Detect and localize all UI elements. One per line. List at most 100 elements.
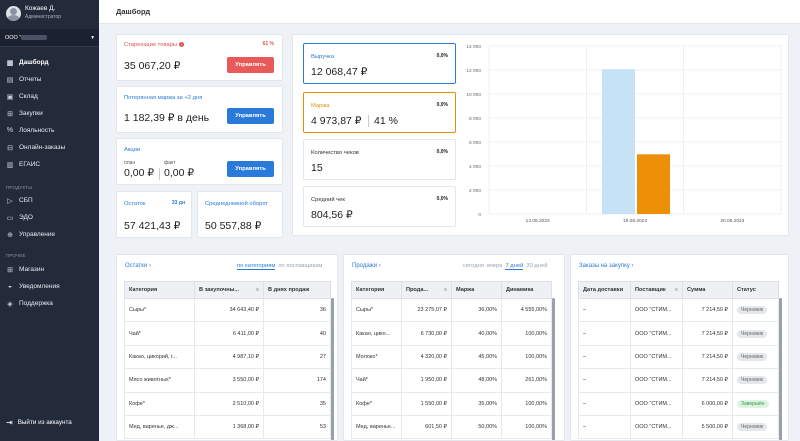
user-role: Администратор (25, 14, 62, 20)
products-nav: ▷ СБП ▭ ЭДО ⊕ Управление (0, 192, 99, 243)
nav-item-shop[interactable]: ⊞ Магазин (0, 261, 99, 278)
column-header[interactable]: Маржа (451, 281, 502, 299)
table-row[interactable]: Какао, цикорий, г... 4 987,10 ₽27 (124, 344, 331, 370)
chart-bar[interactable] (602, 69, 635, 214)
user-profile[interactable]: Кожаев Д. Администратор (6, 5, 61, 21)
nav-item-edo[interactable]: ▭ ЭДО (0, 209, 99, 226)
promo-manage-button[interactable]: Управлять (227, 161, 274, 177)
table-cell: 1 550,00 ₽ (401, 391, 452, 416)
tab-period-3[interactable]: 30 дней (526, 263, 548, 269)
tab-period-1[interactable]: вчера (486, 263, 503, 269)
table-row[interactable]: – ООО "СТИМ... 7 214,50 ₽ Черновик (578, 321, 779, 346)
column-header[interactable]: В закупочны... ≡ (194, 281, 264, 299)
table-row[interactable]: Кофе* 1 550,00 ₽35,00% 100,00% (351, 391, 552, 416)
table-cell: Мед, варенье, дж... (124, 414, 195, 440)
table-row[interactable]: Сыры* 23 275,07 ₽36,00% 4 555,00% (351, 297, 552, 323)
column-header[interactable]: Поставщик ≡ (630, 281, 683, 299)
table-row[interactable]: – ООО "СТИМ... 7 214,50 ₽ Черновик (578, 344, 779, 370)
table-cell: 23 275,07 ₽ (401, 297, 452, 323)
table-row[interactable]: – ООО "СТИМ... 7 214,50 ₽ Черновик (578, 297, 779, 323)
table-row[interactable]: Кофе* 2 510,00 ₽35 (124, 391, 331, 416)
lost-margin-title: Потерянная маржа за +2 дня (124, 95, 203, 101)
column-header[interactable]: Прода... ≡ (401, 281, 452, 299)
nav-item-warehouse[interactable]: ▣ Склад (0, 88, 99, 105)
nav-item-support[interactable]: ◈ Поддержка (0, 295, 99, 312)
org-selector[interactable]: ООО " ▾ (0, 29, 99, 47)
nav-item-cart[interactable]: ⊞ Закупки (0, 105, 99, 122)
org-name: ООО " (5, 34, 22, 41)
table-cell: 27 (263, 344, 331, 370)
y-tick-label: 6 000 (469, 140, 481, 146)
kpi-card-3[interactable]: Средний чек 0,0% 804,56 ₽ (303, 186, 456, 227)
nav-item-label: Управление (19, 231, 56, 238)
table-row[interactable]: – ООО "СТИМ... 5 500,00 ₽ Черновик (578, 414, 779, 440)
tab-period-2[interactable]: 7 дней (505, 263, 524, 270)
orders-panel-title[interactable]: Заказы на закупку › (579, 263, 634, 269)
table-cell: ООО "СТИМ... (630, 344, 683, 370)
logout-button[interactable]: ⇥ Выйти из аккаунта (6, 418, 72, 427)
tab-by-category[interactable]: по категориям (237, 263, 276, 270)
column-header[interactable]: Сумма (682, 281, 733, 299)
kpi-card-2[interactable]: Количество чеков 0,0% 15 (303, 139, 456, 180)
table-cell: Черновик (732, 297, 779, 323)
table-row[interactable]: Мясо животных* 3 550,00 ₽174 (124, 368, 331, 393)
info-icon: ! (178, 42, 184, 47)
column-header[interactable]: Статус (732, 281, 779, 299)
aging-manage-button[interactable]: Управлять (227, 57, 274, 73)
table-cell: 40 (263, 321, 331, 346)
report-icon: ▤ (6, 76, 14, 84)
orders-table-scrollbar[interactable] (779, 298, 782, 440)
nav-item-bell[interactable]: ◒ Уведомления (0, 278, 99, 295)
lost-margin-manage-button[interactable]: Управлять (227, 108, 274, 124)
column-header[interactable]: В днях продаж (263, 281, 331, 299)
nav-item-egais[interactable]: ▥ ЕГАИС (0, 156, 99, 173)
nav-item-online-orders[interactable]: ⊟ Онлайн-заказы (0, 139, 99, 156)
table-row[interactable]: Сыры* 34 643,40 ₽36 (124, 297, 331, 323)
table-row[interactable]: Чай* 6 411,00 ₽40 (124, 321, 331, 346)
column-header[interactable]: Динамика (501, 281, 552, 299)
status-badge: Черновик (737, 306, 768, 315)
nav-item-report[interactable]: ▤ Отчеты (0, 71, 99, 88)
tab-by-supplier[interactable]: по поставщикам (278, 263, 323, 269)
nav-item-percent[interactable]: % Лояльность (0, 122, 99, 139)
table-row[interactable]: – ООО "СТИМ... 7 214,50 ₽ Черновик (578, 368, 779, 393)
table-row[interactable]: Чай* 1 950,00 ₽48,00% 261,00% (351, 368, 552, 393)
column-header[interactable]: Дата доставки (578, 281, 631, 299)
table-cell: 35,00% (451, 391, 502, 416)
table-cell: Черновик (732, 414, 779, 440)
table-row[interactable]: Молоко* 4 320,00 ₽45,00% 100,00% (351, 344, 552, 370)
lost-margin-card: Потерянная маржа за +2 дня 1 182,39 ₽ в … (116, 86, 283, 133)
filter-icon[interactable]: ≡ (443, 287, 447, 293)
sidebar: Кожаев Д. Администратор ООО " ▾ ▦ Дашборд… (0, 0, 99, 441)
table-cell: Мед, варенье... (351, 414, 402, 440)
support-icon: ◈ (7, 300, 13, 308)
table-cell: – (578, 368, 631, 393)
kpi-card-0[interactable]: Выручка 0,0% 12 068,47 ₽ (303, 43, 456, 84)
stock-panel: Остатки › по категориям по поставщикам Ка… (116, 254, 338, 441)
sales-table-scrollbar[interactable] (552, 298, 555, 440)
stock-table-scrollbar[interactable] (331, 298, 334, 440)
table-cell: Мясо животных* (124, 368, 195, 393)
table-cell: 36,00% (451, 297, 502, 323)
chart-bar[interactable] (637, 154, 670, 214)
table-cell: ООО "СТИМ... (630, 297, 683, 323)
filter-icon[interactable]: ≡ (674, 287, 678, 293)
other-nav: ⊞ Магазин ◒ Уведомления ◈ Поддержка (0, 261, 99, 312)
table-row[interactable]: Какао, цико... 6 730,00 ₽40,00% 100,00% (351, 321, 552, 346)
table-row[interactable]: Мед, варенье... 601,50 ₽50,00% 100,00% (351, 414, 552, 440)
y-tick-label: 10 000 (466, 92, 481, 98)
table-row[interactable]: – ООО "СТИМ... 6 000,00 ₽ Завершён (578, 391, 779, 416)
filter-icon[interactable]: ≡ (255, 287, 259, 293)
promo-card: Акции план факт 0,00 ₽ 0,00 ₽ Управлять (116, 138, 283, 185)
table-row[interactable]: Мед, варенье, дж... 1 368,00 ₽53 (124, 414, 331, 440)
nav-item-dashboard[interactable]: ▦ Дашборд (0, 54, 99, 71)
column-header[interactable]: Категория (124, 281, 195, 299)
tab-period-0[interactable]: сегодня (463, 263, 484, 269)
kpi-card-1[interactable]: Маржа 0,0% 4 973,87 ₽ 41 % (303, 92, 456, 133)
nav-item-management[interactable]: ⊕ Управление (0, 226, 99, 243)
stock-value: 57 421,43 ₽ (124, 220, 181, 232)
column-header[interactable]: Категория (351, 281, 402, 299)
stock-panel-title[interactable]: Остатки › (125, 263, 151, 269)
sales-panel-title[interactable]: Продажи › (352, 263, 381, 269)
nav-item-sbp[interactable]: ▷ СБП (0, 192, 99, 209)
